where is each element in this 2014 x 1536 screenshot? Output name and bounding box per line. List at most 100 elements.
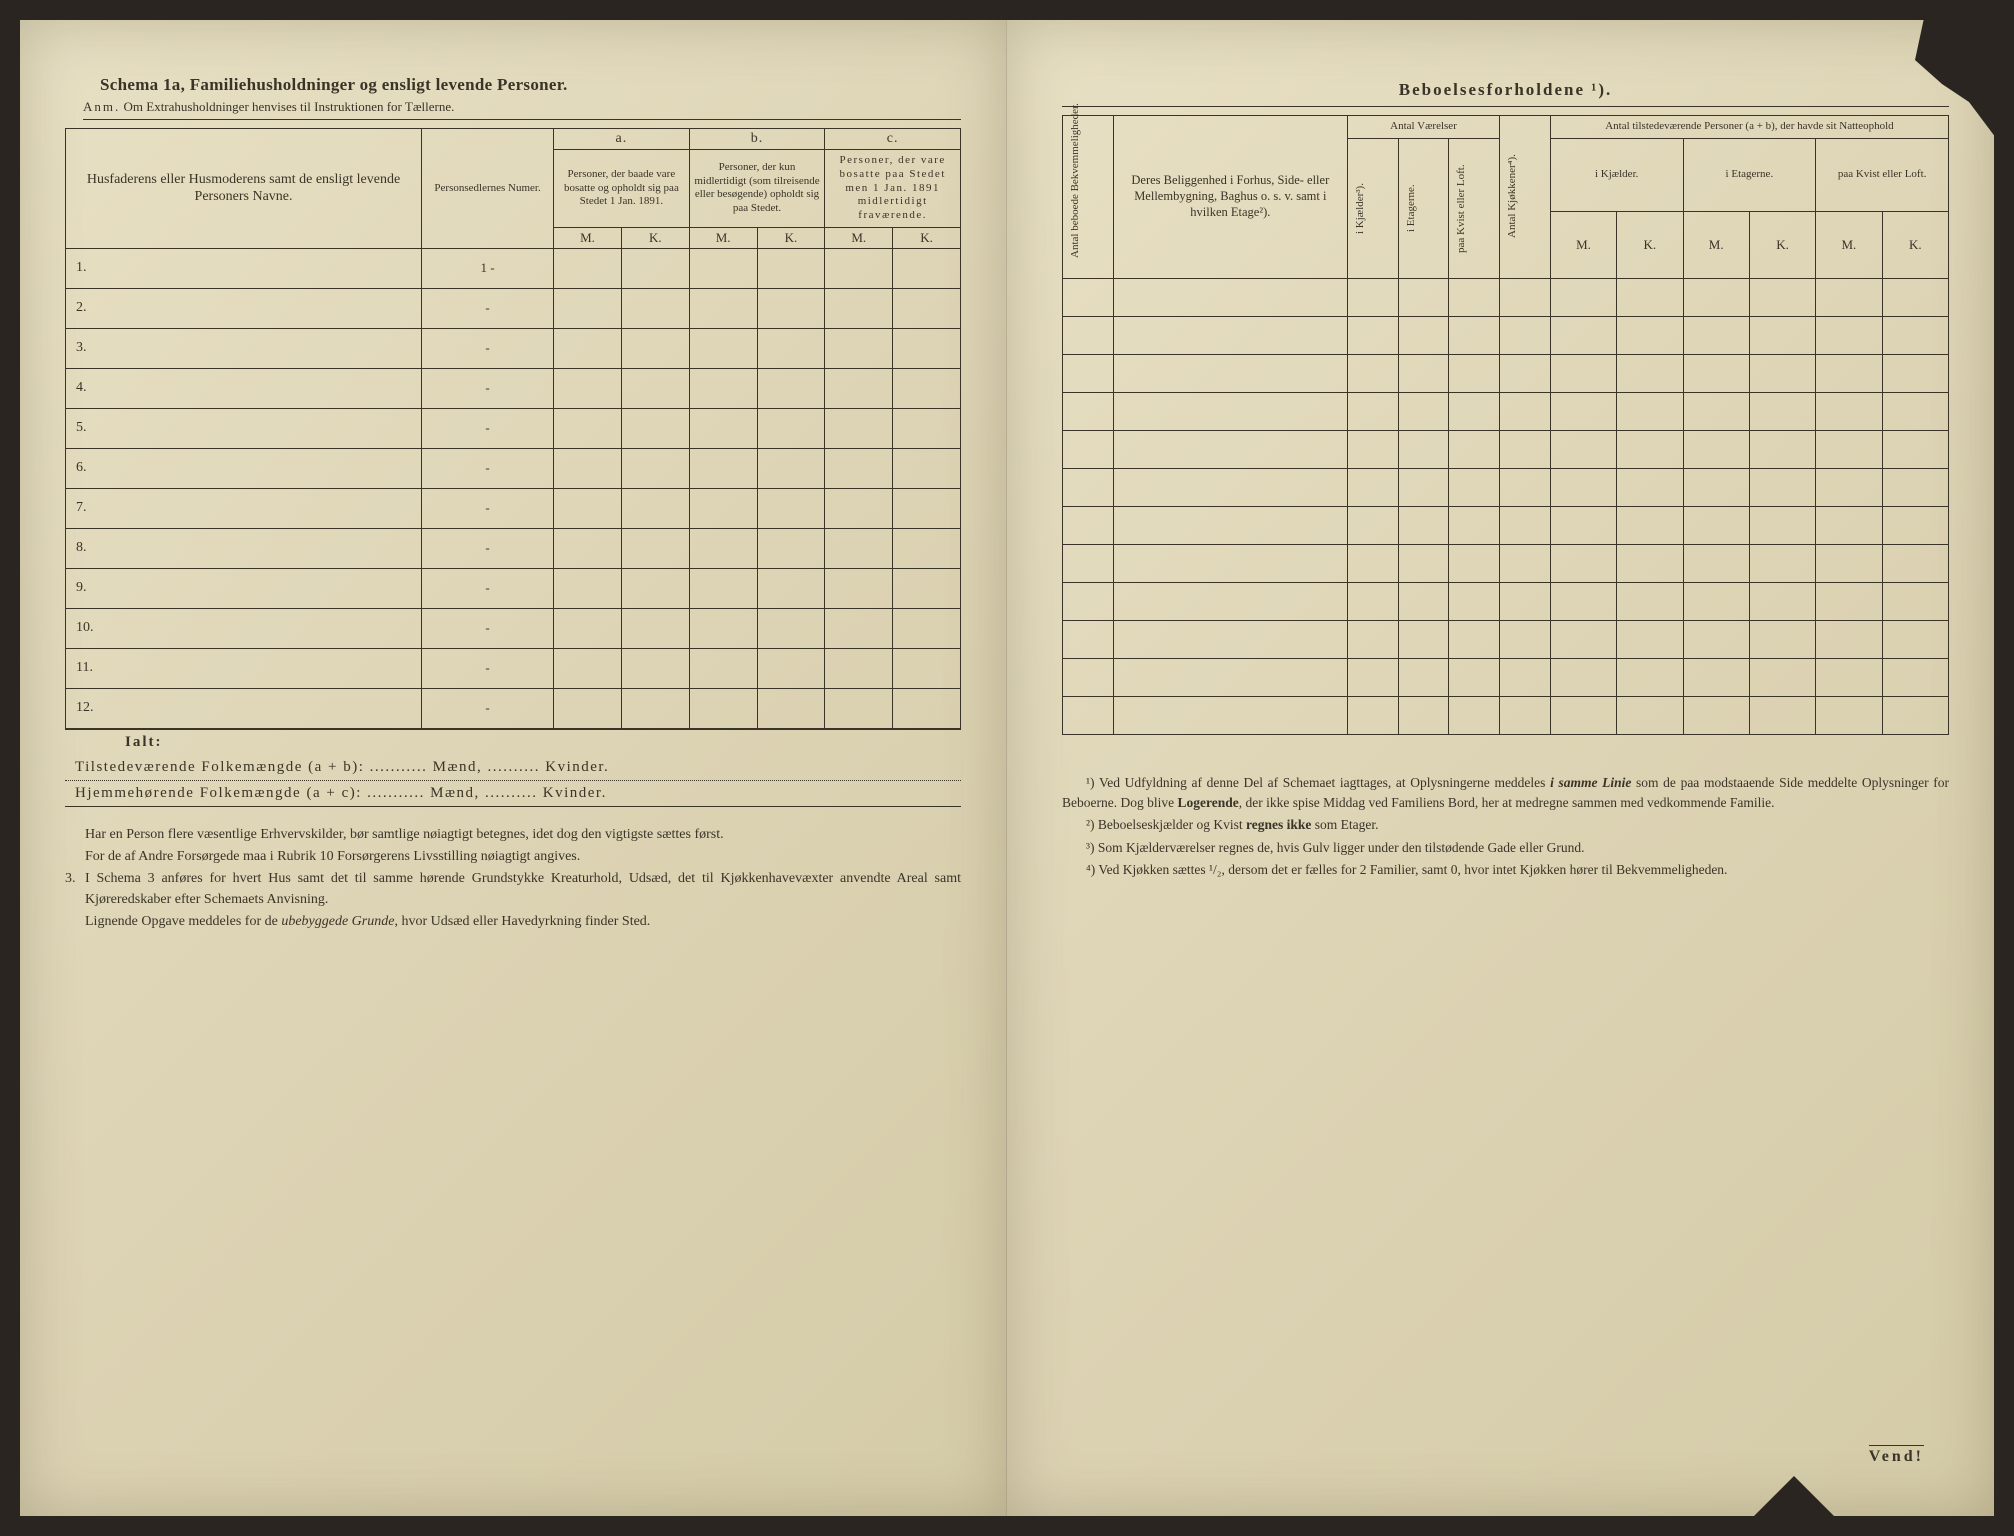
data-cell [1882, 354, 1948, 392]
data-cell [1347, 658, 1398, 696]
data-cell [621, 248, 689, 288]
data-cell [1683, 506, 1749, 544]
mk-k: K. [1617, 211, 1683, 278]
data-cell [554, 448, 622, 488]
data-cell [1398, 582, 1449, 620]
personsedler-cell: - [422, 488, 554, 528]
data-cell [1749, 620, 1815, 658]
data-cell [1749, 506, 1815, 544]
data-cell [1347, 316, 1398, 354]
data-cell [1113, 506, 1347, 544]
data-cell [893, 368, 961, 408]
sub-kvist: paa Kvist eller Loft. [1816, 138, 1949, 211]
data-cell [1550, 506, 1616, 544]
sub-etag: i Etagerne. [1683, 138, 1816, 211]
data-cell [1749, 354, 1815, 392]
data-cell [1063, 278, 1114, 316]
data-cell [1683, 658, 1749, 696]
mk-k: K. [1749, 211, 1815, 278]
mk-m: M. [1550, 211, 1616, 278]
data-cell [893, 648, 961, 688]
left-page: Schema 1a, Familiehusholdninger og ensli… [20, 20, 1007, 1516]
table-row: 5.- [66, 408, 961, 448]
data-cell [689, 648, 757, 688]
ialt-label: Ialt: [65, 730, 961, 755]
right-title: Beboelsesforholdene ¹). [1062, 80, 1949, 107]
table-row: 12.- [66, 688, 961, 728]
data-cell [1816, 316, 1882, 354]
mk-k: K. [757, 227, 825, 248]
data-cell [1398, 430, 1449, 468]
data-cell [1617, 544, 1683, 582]
table-row: 7.- [66, 488, 961, 528]
para-4: Lignende Opgave meddeles for de ubebygge… [65, 912, 961, 932]
data-cell [1449, 392, 1500, 430]
data-cell [1063, 544, 1114, 582]
data-cell [1398, 506, 1449, 544]
data-cell [1500, 620, 1551, 658]
data-cell [757, 608, 825, 648]
personsedler-cell: 1 - [422, 248, 554, 288]
data-cell [757, 648, 825, 688]
data-cell [757, 328, 825, 368]
summary-block: Ialt: Tilstedeværende Folkemængde (a + b… [65, 729, 961, 807]
data-cell [757, 488, 825, 528]
data-cell [1449, 582, 1500, 620]
col2-header: Personsedlernes Numer. [422, 129, 554, 249]
data-cell [1449, 696, 1500, 734]
data-cell [1550, 278, 1616, 316]
torn-edge-icon [1724, 1458, 1864, 1518]
data-cell [1347, 468, 1398, 506]
row-number: 2. [66, 288, 422, 328]
data-cell [1113, 392, 1347, 430]
data-cell [1683, 316, 1749, 354]
table-row: 6.- [66, 448, 961, 488]
col-a-desc: Personer, der baade vare bosatte og opho… [554, 150, 690, 228]
data-cell [893, 408, 961, 448]
right-table-body [1063, 278, 1949, 734]
table-row [1063, 620, 1949, 658]
fn-4: ⁴) Ved Kjøkken sættes ¹/₂, dersom det er… [1062, 860, 1949, 880]
vend-label: Vend! [1869, 1445, 1924, 1466]
data-cell [1063, 620, 1114, 658]
data-cell [1449, 468, 1500, 506]
data-cell [554, 408, 622, 448]
data-cell [621, 328, 689, 368]
data-cell [1113, 430, 1347, 468]
data-cell [893, 288, 961, 328]
data-cell [689, 488, 757, 528]
personsedler-cell: - [422, 288, 554, 328]
data-cell [1816, 506, 1882, 544]
data-cell [1816, 392, 1882, 430]
table-row [1063, 582, 1949, 620]
mk-k: K. [621, 227, 689, 248]
footnotes: ¹) Ved Udfyldning af denne Del af Schema… [1062, 773, 1949, 880]
row-number: 1. [66, 248, 422, 288]
data-cell [1113, 582, 1347, 620]
table-row: 4.- [66, 368, 961, 408]
data-cell [1617, 506, 1683, 544]
data-cell [1449, 316, 1500, 354]
data-cell [1882, 544, 1948, 582]
fn-3: ³) Som Kjælderværelser regnes de, hvis G… [1062, 838, 1949, 858]
data-cell [621, 648, 689, 688]
data-cell [893, 448, 961, 488]
data-cell [1550, 354, 1616, 392]
row-number: 11. [66, 648, 422, 688]
para-1: Har en Person flere væsentlige Erhvervsk… [65, 825, 961, 845]
data-cell [1816, 658, 1882, 696]
data-cell [1113, 544, 1347, 582]
data-cell [1449, 620, 1500, 658]
row-number: 5. [66, 408, 422, 448]
table-row [1063, 696, 1949, 734]
data-cell [1617, 354, 1683, 392]
data-cell [1749, 468, 1815, 506]
data-cell [1882, 316, 1948, 354]
table-row [1063, 506, 1949, 544]
body-text: Har en Person flere væsentlige Erhvervsk… [65, 825, 961, 932]
table-row: 3.- [66, 328, 961, 368]
data-cell [1113, 658, 1347, 696]
col-antal-bekv: Antal beboede Bekvemmeligheder. [1063, 116, 1114, 279]
row-number: 12. [66, 688, 422, 728]
col-kjaelder: i Kjælder³). [1347, 138, 1398, 278]
